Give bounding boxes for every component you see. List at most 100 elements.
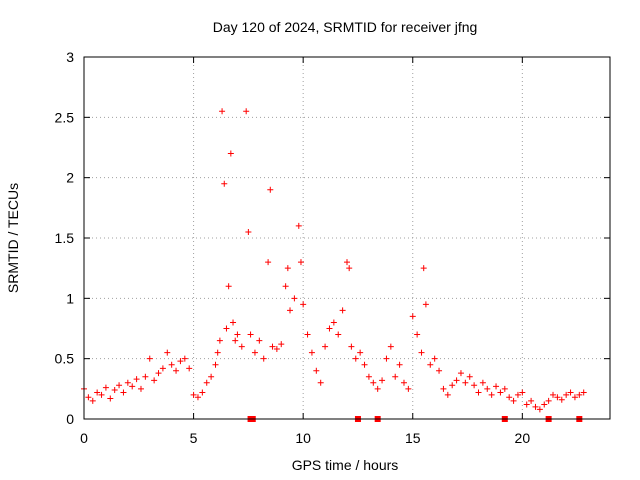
data-point [129,383,136,390]
data-point [405,385,412,392]
grid-layer [84,57,610,419]
y-tick-label: 3 [66,49,74,65]
y-tick-label: 1.5 [55,230,75,246]
data-point [230,319,237,326]
data-points [81,108,587,422]
data-point [221,180,228,187]
data-point [98,391,105,398]
data-point [177,358,184,365]
data-point [528,397,535,404]
data-point [120,389,127,396]
data-point [173,367,180,374]
data-point [85,394,92,401]
data-point [278,341,285,348]
data-point [151,377,158,384]
data-point [124,379,131,386]
data-point [326,325,333,332]
data-point [344,259,350,266]
data-point [216,337,223,344]
data-point [214,349,221,356]
data-point [479,379,486,386]
data-point [361,361,368,368]
data-point [379,377,386,384]
data-point [488,391,495,398]
data-point [89,397,96,404]
data-point [497,389,504,396]
data-point [501,385,508,392]
data-point [287,307,294,314]
data-point [219,108,226,115]
data-point [550,391,557,398]
data-point [243,108,250,115]
data-point [308,349,315,356]
data-point [352,355,359,362]
data-point [269,343,276,350]
data-point [102,384,109,391]
data-point [440,385,447,392]
data-point [247,331,254,338]
data-point [190,391,197,398]
data-point [282,283,289,290]
data-point [116,382,123,389]
x-tick-label: 10 [295,430,311,446]
data-point [251,349,258,356]
data-point [558,396,565,403]
data-point [383,355,390,362]
y-tick-label: 2 [66,170,74,186]
data-point [322,343,329,350]
data-point [436,367,443,374]
data-point [453,377,460,384]
data-point [422,301,429,308]
data-point [137,385,144,392]
data-point [444,391,451,398]
data-point [471,382,478,389]
x-tick-label: 0 [80,430,88,446]
data-point [256,337,263,344]
data-point [554,394,561,401]
data-point [567,389,574,396]
data-point [212,361,219,368]
y-tick-label: 2.5 [55,109,75,125]
x-tick-label: 15 [405,430,421,446]
data-point [576,391,583,398]
data-point [431,355,438,362]
data-point [245,228,252,235]
data-point [168,361,175,368]
data-point [291,295,298,302]
data-point [199,389,206,396]
data-point [335,331,342,338]
data-point [545,397,552,404]
chart-title: Day 120 of 2024, SRMTID for receiver jfn… [213,19,478,35]
data-point [414,331,421,338]
data-point [181,355,188,362]
data-point [339,307,346,314]
data-point [203,379,210,386]
data-point [297,259,304,266]
data-point [107,395,114,402]
data-point [563,391,570,398]
data-point [164,349,171,356]
data-point [330,319,337,326]
data-point [313,367,320,374]
data-point [234,331,241,338]
data-point [260,355,267,362]
data-point [370,379,377,386]
data-point [506,394,513,401]
data-point [300,301,307,308]
data-point [387,343,394,350]
data-point [142,373,149,380]
data-point [133,376,140,383]
x-tick-label: 20 [515,430,531,446]
data-point [155,370,162,377]
data-point [267,186,274,193]
data-point [232,337,239,344]
data-point [449,382,456,389]
data-point [396,361,403,368]
data-point [510,397,517,404]
data-point [484,385,491,392]
data-point [265,259,272,266]
data-point [418,349,425,356]
x-tick-label: 5 [190,430,198,446]
data-point [227,150,234,157]
data-point [541,401,548,408]
